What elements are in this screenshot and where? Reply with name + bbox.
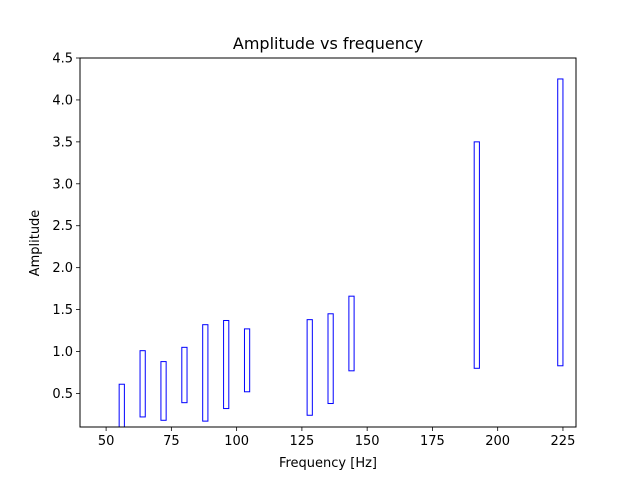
x-tick-label: 200 bbox=[485, 434, 510, 449]
bar-9 bbox=[348, 295, 355, 372]
axes-frame bbox=[79, 57, 577, 428]
x-tick-label: 125 bbox=[289, 434, 314, 449]
x-tick-label: 100 bbox=[224, 434, 249, 449]
x-axis-ticks: 50 75 100 125 150 175 200 225 bbox=[98, 427, 576, 449]
y-tick-label: 0.5 bbox=[52, 387, 73, 402]
bar-10 bbox=[473, 141, 480, 369]
y-tick-label: 3.5 bbox=[52, 135, 73, 150]
y-tick-label: 1.0 bbox=[52, 345, 73, 360]
bar-8 bbox=[327, 313, 334, 405]
y-tick-label: 2.0 bbox=[52, 261, 73, 276]
y-tick-label: 2.5 bbox=[52, 219, 73, 234]
y-axis-label: Amplitude bbox=[28, 210, 43, 277]
bars-layer bbox=[118, 78, 564, 427]
bar-6 bbox=[243, 328, 251, 393]
y-axis-ticks: 0.5 1.0 1.5 2.0 2.5 3.0 3.5 4.0 4.5 bbox=[52, 52, 80, 402]
bar-5 bbox=[223, 319, 230, 410]
y-tick-label: 4.5 bbox=[52, 52, 73, 67]
bar-11 bbox=[557, 78, 564, 367]
y-tick-label: 3.0 bbox=[52, 177, 73, 192]
x-tick-label: 50 bbox=[98, 434, 115, 449]
y-tick-label: 1.5 bbox=[52, 303, 73, 318]
x-tick-label: 225 bbox=[551, 434, 576, 449]
bar-4 bbox=[202, 324, 209, 422]
bar-2 bbox=[160, 361, 167, 421]
bar-3 bbox=[181, 346, 188, 404]
bar-0 bbox=[118, 383, 125, 427]
x-axis-label: Frequency [Hz] bbox=[279, 456, 377, 471]
bar-7 bbox=[306, 319, 313, 416]
x-tick-label: 175 bbox=[420, 434, 445, 449]
bar-1 bbox=[139, 350, 146, 418]
chart-title: Amplitude vs frequency bbox=[233, 34, 423, 53]
x-tick-label: 150 bbox=[355, 434, 380, 449]
y-tick-label: 4.0 bbox=[52, 93, 73, 108]
x-tick-label: 75 bbox=[163, 434, 180, 449]
